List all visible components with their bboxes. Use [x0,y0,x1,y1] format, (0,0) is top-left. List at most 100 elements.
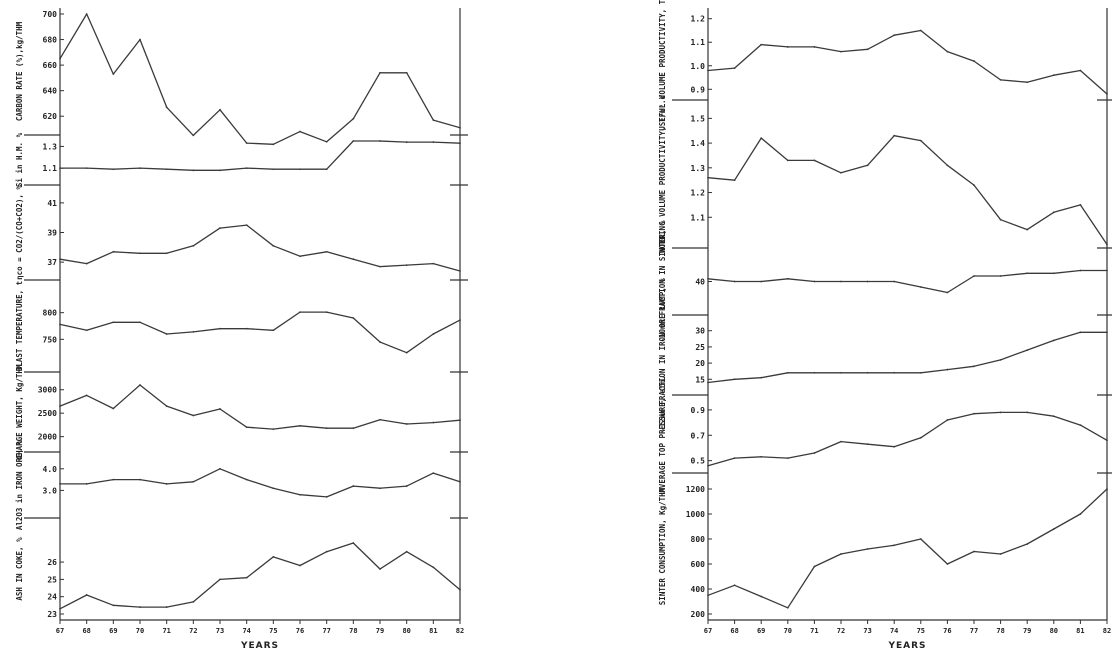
data-point [325,250,328,253]
panel-label: -10mm FRACTION IN SINTER, % [658,220,667,342]
data-point [919,29,922,32]
data-point [432,472,435,475]
data-point [973,184,975,187]
x-tick-label: 67 [704,627,712,635]
data-point [1052,339,1055,342]
y-tick-label: 1.3 [43,142,58,151]
panel-label: WORKING VOLUME PRODUCTIVITY, T/m³.d [658,95,667,253]
data-point [1026,228,1029,231]
data-point [866,371,869,374]
data-point [59,483,61,485]
data-point [219,227,221,229]
data-point [245,142,248,144]
panel-2: 41 39 37 ηco = CO2/(CO+CO2), % [15,184,468,280]
data-point [59,167,61,170]
data-point [1079,69,1082,72]
data-point [59,323,61,326]
data-point [325,550,328,553]
data-point [760,280,763,283]
data-point [999,553,1002,555]
data-point [379,568,381,570]
data-point [707,381,709,384]
data-point [813,280,816,283]
data-point [707,594,709,597]
x-tick-label: 72 [189,627,197,635]
data-point [1026,411,1029,414]
data-point [973,365,975,368]
panel-label: -12mm FRACTION IN IRON ORE LUMP, % [658,278,667,432]
data-point [919,538,922,540]
data-point [1106,269,1108,272]
series-line [707,29,1108,95]
data-point [893,280,896,283]
y-tick-label: 1.3 [691,164,706,173]
data-point [165,483,168,485]
data-point [1106,93,1108,95]
panel-label: ηco = CO2/(CO+CO2), % [15,185,24,280]
x-tick-label: 74 [890,627,898,635]
data-point [707,176,709,179]
data-point [999,275,1002,277]
data-point [112,407,115,410]
data-point [1026,81,1029,84]
data-point [165,106,168,109]
data-point [272,143,275,146]
data-point [405,351,408,354]
data-point [459,270,461,272]
data-point [245,224,248,226]
data-point [192,480,195,483]
panel-5: 1200 1000 800 600 400 200 SINTER CONSUMPTION, … [658,472,1112,619]
x-tick-label: 69 [757,627,765,635]
y-tick-label: 1.2 [691,189,706,198]
data-point [85,13,88,15]
data-point [405,550,408,553]
y-tick-label: 400 [691,585,706,594]
y-tick-label: 23 [47,610,57,619]
y-tick-label: 1.5 [691,114,706,123]
x-tick-label: 82 [1103,627,1111,635]
y-tick-label: 1.2 [691,15,706,24]
data-point [165,168,168,171]
data-point [432,566,435,569]
data-point [733,179,736,182]
data-point [352,258,355,261]
data-point [813,565,816,568]
x-tick-label: 76 [943,627,951,635]
data-point [59,607,61,610]
panel-0: 700 680 660 640 620 CARBON RATE (%),kg/THM [15,10,461,146]
data-point [919,371,922,374]
data-point [946,419,949,421]
data-point [325,140,328,143]
data-point [893,371,896,374]
x-tick-label: 81 [1076,627,1084,635]
x-tick-label: 68 [82,627,90,635]
y-tick-label: 24 [47,593,57,602]
data-point [1052,74,1055,77]
data-point [112,168,115,171]
y-tick-label: 25 [47,575,57,584]
data-point [1106,439,1108,442]
data-point [352,427,355,430]
x-tick-label: 80 [1050,627,1058,635]
data-point [325,311,328,314]
data-point [1106,488,1108,490]
data-point [112,321,115,324]
data-point [405,485,408,487]
data-point [1052,272,1055,275]
data-point [379,418,381,421]
data-point [973,60,975,62]
data-point [893,134,896,137]
panel-label: CHARGE WEIGHT, Kg/THM [15,364,24,459]
y-tick-label: 600 [691,560,706,569]
data-point [219,578,221,581]
data-point [786,606,789,609]
series-line [707,488,1108,609]
y-tick-label: 800 [691,535,706,544]
x-tick-label: 73 [863,627,871,635]
data-point [299,564,301,567]
x-tick-label: 68 [730,627,738,635]
data-point [866,48,869,51]
data-point [1079,424,1082,427]
x-tick-label: 80 [402,627,410,635]
data-point [459,142,461,145]
